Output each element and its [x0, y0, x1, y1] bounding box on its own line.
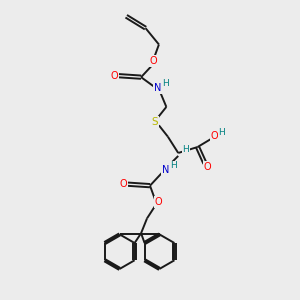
Text: N: N	[154, 83, 161, 94]
Text: N: N	[162, 165, 169, 175]
Text: O: O	[119, 178, 127, 189]
Text: O: O	[154, 197, 162, 207]
Text: O: O	[204, 162, 211, 172]
Text: O: O	[149, 56, 157, 66]
Text: S: S	[151, 117, 158, 127]
Text: H: H	[170, 161, 177, 170]
Text: H: H	[219, 128, 225, 137]
Text: H: H	[182, 145, 189, 154]
Text: O: O	[211, 131, 219, 141]
Text: H: H	[162, 79, 169, 88]
Text: O: O	[110, 71, 118, 81]
